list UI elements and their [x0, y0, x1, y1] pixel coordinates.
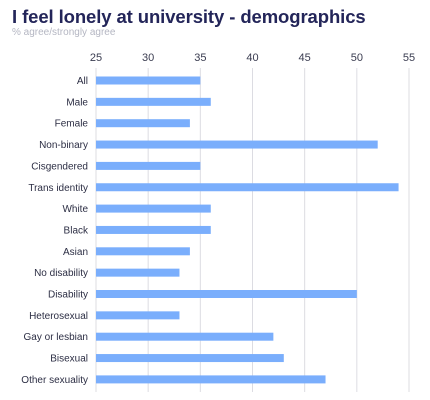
category-label: Trans identity: [28, 183, 88, 194]
bar: [96, 161, 201, 170]
bar: [96, 183, 399, 192]
category-label: Black: [64, 225, 89, 236]
bar: [96, 204, 211, 213]
x-axis-ticks: 25 30 35 40 45 50 55: [90, 52, 415, 64]
x-tick-label: 45: [299, 52, 311, 64]
x-tick-label: 30: [142, 52, 154, 64]
category-label: All: [77, 76, 88, 87]
x-tick-label: 25: [90, 52, 102, 64]
bar: [96, 119, 190, 128]
category-label: Gay or lesbian: [24, 332, 88, 343]
category-label: Other sexuality: [21, 375, 88, 386]
x-tick-label: 50: [351, 52, 363, 64]
bar: [96, 332, 274, 341]
x-tick-label: 40: [246, 52, 258, 64]
chart-title: I feel lonely at university - demographi…: [12, 6, 366, 27]
category-label: Male: [66, 97, 88, 108]
category-label: Heterosexual: [29, 311, 88, 322]
x-tick-label: 55: [403, 52, 415, 64]
x-tick-label: 35: [194, 52, 206, 64]
bar: [96, 225, 211, 234]
bar: [96, 140, 378, 149]
category-label: Non-binary: [39, 140, 88, 151]
category-labels: All Male Female Non-binary Cisgendered Trans …: [21, 76, 89, 386]
bar: [96, 97, 211, 106]
bar: [96, 290, 357, 298]
category-label: Cisgendered: [31, 161, 88, 172]
bar: [96, 375, 326, 384]
category-label: Female: [55, 119, 89, 130]
bar: [96, 76, 201, 85]
bar: [96, 311, 180, 320]
bar: [96, 247, 190, 256]
bar: [96, 354, 284, 363]
bar: [96, 268, 180, 277]
category-label: Disability: [48, 290, 88, 301]
category-label: Asian: [63, 247, 88, 258]
category-label: White: [62, 204, 88, 215]
category-label: No disability: [34, 268, 88, 279]
chart-subtitle: % agree/strongly agree: [12, 27, 116, 38]
bars: [96, 76, 399, 384]
category-label: Bisexual: [50, 354, 88, 365]
